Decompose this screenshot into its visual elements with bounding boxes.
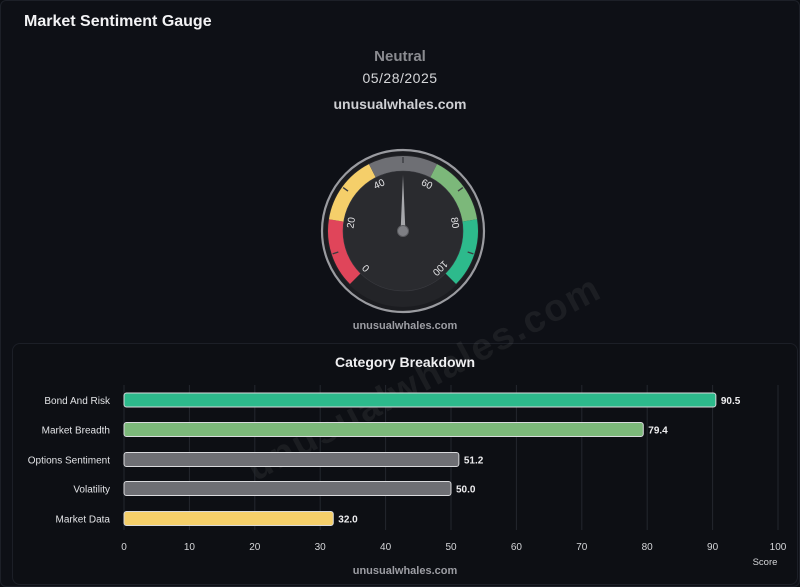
bar-value-label: 51.2 xyxy=(464,456,484,467)
gauge-zone-0 xyxy=(328,219,361,285)
page-title: Market Sentiment Gauge xyxy=(24,13,212,30)
x-tick-label: 50 xyxy=(445,542,457,553)
x-tick-label: 70 xyxy=(576,542,588,553)
bar xyxy=(123,511,334,526)
x-tick-label: 0 xyxy=(121,542,127,553)
bar-value-label: 50.0 xyxy=(456,485,476,496)
gauge-needle-hub xyxy=(397,225,409,237)
gauge-minor-tick xyxy=(342,186,349,192)
sentiment-date: 05/28/2025 xyxy=(362,70,438,86)
gauge-tick-label: 60 xyxy=(419,177,434,192)
gauge-minor-tick xyxy=(457,186,464,192)
category-label: Market Breadth xyxy=(42,426,110,437)
x-tick-label: 40 xyxy=(380,542,392,553)
gauge-zone-2 xyxy=(368,156,438,178)
site-name: unusualwhales.com xyxy=(333,96,467,112)
gauge-zone-3 xyxy=(430,164,478,222)
category-label: Volatility xyxy=(73,485,110,496)
category-label: Market Data xyxy=(56,515,111,526)
gauge-needle xyxy=(400,175,406,231)
gauge-tick-label: 80 xyxy=(448,217,461,230)
category-label: Options Sentiment xyxy=(28,456,110,467)
gauge-minor-tick xyxy=(467,251,474,255)
x-tick-label: 10 xyxy=(184,542,196,553)
bar xyxy=(123,452,460,467)
bar xyxy=(123,392,717,408)
bar-value-label: 79.4 xyxy=(648,426,668,437)
bar-value-label: 32.0 xyxy=(338,515,358,526)
x-tick-label: 80 xyxy=(642,542,654,553)
x-tick-label: 20 xyxy=(249,542,261,553)
bar xyxy=(123,481,452,496)
bar-value-label: 90.5 xyxy=(721,396,741,407)
footer-site-name: unusualwhales.com xyxy=(352,565,458,577)
category-label: Bond And Risk xyxy=(44,396,111,407)
gauge-watermark: unusualwhales.com xyxy=(352,320,458,332)
bar xyxy=(123,422,644,437)
gauge-zone-1 xyxy=(328,164,376,222)
x-tick-label: 30 xyxy=(315,542,327,553)
x-axis-label: Score xyxy=(753,557,778,568)
gauge-zone-4 xyxy=(445,219,478,285)
x-tick-label: 100 xyxy=(770,542,787,553)
x-tick-label: 90 xyxy=(707,542,719,553)
sentiment-label: Neutral xyxy=(374,48,426,65)
x-tick-label: 60 xyxy=(511,542,523,553)
gauge-tick-label: 40 xyxy=(372,177,387,192)
breakdown-title: Category Breakdown xyxy=(334,354,476,370)
gauge-minor-tick xyxy=(332,251,339,255)
gauge-tick-label: 20 xyxy=(345,216,358,229)
